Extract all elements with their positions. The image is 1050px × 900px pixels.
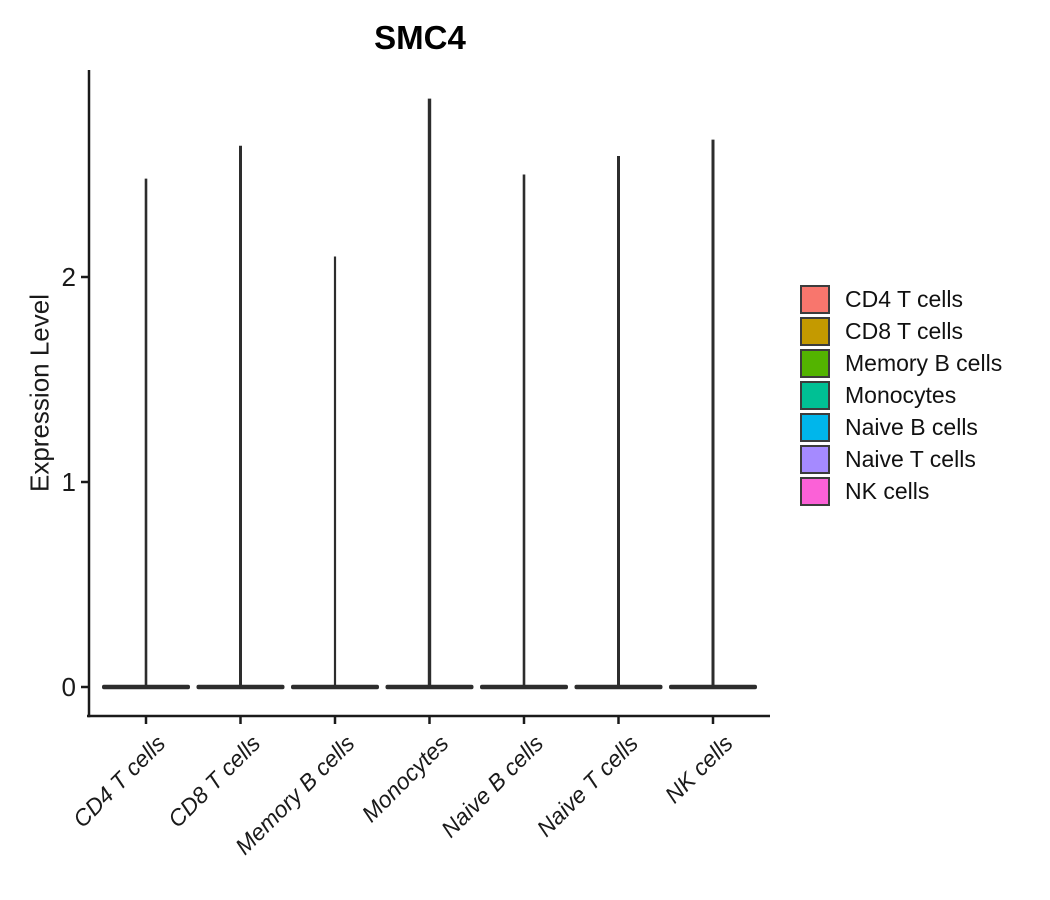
legend-item: Memory B cells <box>800 347 1002 379</box>
legend-item: CD4 T cells <box>800 283 1002 315</box>
legend: CD4 T cells CD8 T cells Memory B cells Mono… <box>800 283 1002 507</box>
y-tick-label: 2 <box>61 262 76 292</box>
legend-key-swatch <box>800 316 830 346</box>
legend-key-swatch <box>800 284 830 314</box>
legend-item: CD8 T cells <box>800 315 1002 347</box>
legend-label: Naive T cells <box>845 445 976 472</box>
legend-key-swatch <box>800 412 830 442</box>
chart-title: SMC4 <box>374 19 466 56</box>
legend-label: NK cells <box>845 477 930 504</box>
legend-item: Monocytes <box>800 379 1002 411</box>
legend-key-swatch <box>800 476 830 506</box>
legend-label: Memory B cells <box>845 349 1003 376</box>
legend-key-swatch <box>800 444 830 474</box>
legend-key-swatch <box>800 348 830 378</box>
y-tick-label: 1 <box>61 467 76 497</box>
legend-label: Naive B cells <box>845 413 978 440</box>
legend-label: CD8 T cells <box>845 317 964 344</box>
legend-key-swatch <box>800 380 830 410</box>
legend-item: Naive B cells <box>800 411 1002 443</box>
y-tick-label: 0 <box>61 672 76 702</box>
legend-label: Monocytes <box>845 381 957 408</box>
legend-label: CD4 T cells <box>845 285 964 312</box>
legend-item: Naive T cells <box>800 443 1002 475</box>
legend-item: NK cells <box>800 475 1002 507</box>
